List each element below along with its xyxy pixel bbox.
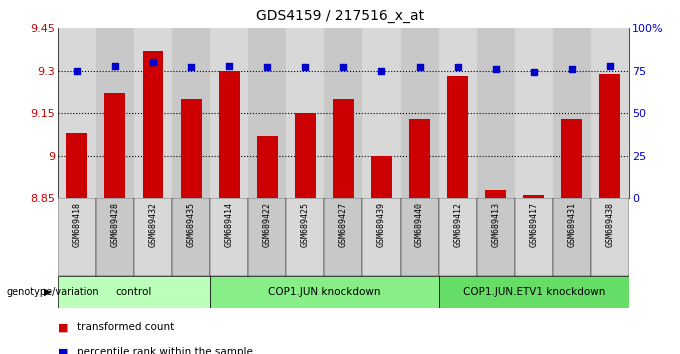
Bar	[181, 99, 201, 198]
Text: transformed count: transformed count	[77, 322, 174, 332]
Bar	[362, 28, 401, 198]
Text: GSM689428: GSM689428	[110, 202, 120, 247]
Text: GSM689439: GSM689439	[377, 202, 386, 247]
Bar	[371, 156, 392, 198]
Bar	[439, 28, 477, 198]
Bar	[257, 136, 277, 198]
Point	[490, 66, 501, 72]
Bar	[562, 119, 582, 198]
Text: GSM689425: GSM689425	[301, 202, 310, 247]
Bar	[591, 198, 629, 276]
Bar	[219, 71, 239, 198]
Bar	[58, 28, 96, 198]
Bar	[210, 28, 248, 198]
Text: percentile rank within the sample: percentile rank within the sample	[77, 347, 253, 354]
Text: COP1.JUN knockdown: COP1.JUN knockdown	[268, 287, 381, 297]
Bar	[553, 28, 591, 198]
Text: GSM689412: GSM689412	[453, 202, 462, 247]
Bar	[486, 190, 506, 198]
Bar	[105, 93, 125, 198]
Bar	[477, 28, 515, 198]
Bar	[172, 28, 210, 198]
Bar	[362, 198, 401, 276]
Bar	[67, 133, 87, 198]
Point	[186, 64, 197, 70]
Point	[300, 64, 311, 70]
Point	[148, 59, 158, 65]
Point	[224, 63, 235, 69]
Bar	[210, 198, 248, 276]
Bar	[96, 28, 134, 198]
Text: ▶: ▶	[44, 287, 51, 297]
Point	[109, 63, 120, 69]
Bar	[324, 28, 362, 198]
Point	[566, 66, 577, 72]
Bar	[439, 276, 629, 308]
Point	[605, 63, 615, 69]
Bar	[172, 198, 210, 276]
Point	[528, 70, 539, 75]
Text: GSM689414: GSM689414	[224, 202, 234, 247]
Text: GSM689418: GSM689418	[72, 202, 82, 247]
Point	[262, 64, 273, 70]
Point	[414, 64, 425, 70]
Bar	[143, 51, 163, 198]
Bar	[439, 198, 477, 276]
Bar	[286, 198, 324, 276]
Bar	[248, 28, 286, 198]
Bar	[447, 76, 468, 198]
Bar	[295, 113, 316, 198]
Bar	[409, 119, 430, 198]
Bar	[286, 28, 324, 198]
Bar	[134, 28, 172, 198]
Bar	[248, 198, 286, 276]
Point	[71, 68, 82, 74]
Bar	[134, 198, 172, 276]
Point	[376, 68, 387, 74]
Bar	[515, 28, 553, 198]
Bar	[96, 198, 134, 276]
Bar	[58, 276, 210, 308]
Text: GSM689422: GSM689422	[262, 202, 272, 247]
Text: GSM689435: GSM689435	[186, 202, 196, 247]
Point	[338, 64, 349, 70]
Text: GSM689417: GSM689417	[529, 202, 539, 247]
Bar	[210, 276, 439, 308]
Text: GSM689438: GSM689438	[605, 202, 615, 247]
Bar	[524, 195, 544, 198]
Text: GSM689413: GSM689413	[491, 202, 500, 247]
Bar	[58, 198, 96, 276]
Bar	[324, 198, 362, 276]
Bar	[401, 28, 439, 198]
Text: GSM689432: GSM689432	[148, 202, 158, 247]
Text: ■: ■	[58, 347, 68, 354]
Bar	[477, 198, 515, 276]
Text: ■: ■	[58, 322, 68, 332]
Text: COP1.JUN.ETV1 knockdown: COP1.JUN.ETV1 knockdown	[462, 287, 605, 297]
Text: GDS4159 / 217516_x_at: GDS4159 / 217516_x_at	[256, 9, 424, 23]
Text: GSM689427: GSM689427	[339, 202, 348, 247]
Bar	[401, 198, 439, 276]
Bar	[553, 198, 591, 276]
Text: control: control	[116, 287, 152, 297]
Point	[452, 64, 463, 70]
Text: GSM689440: GSM689440	[415, 202, 424, 247]
Bar	[600, 74, 620, 198]
Text: GSM689431: GSM689431	[567, 202, 577, 247]
Bar	[515, 198, 553, 276]
Bar	[591, 28, 629, 198]
Text: genotype/variation: genotype/variation	[7, 287, 99, 297]
Bar	[333, 99, 354, 198]
